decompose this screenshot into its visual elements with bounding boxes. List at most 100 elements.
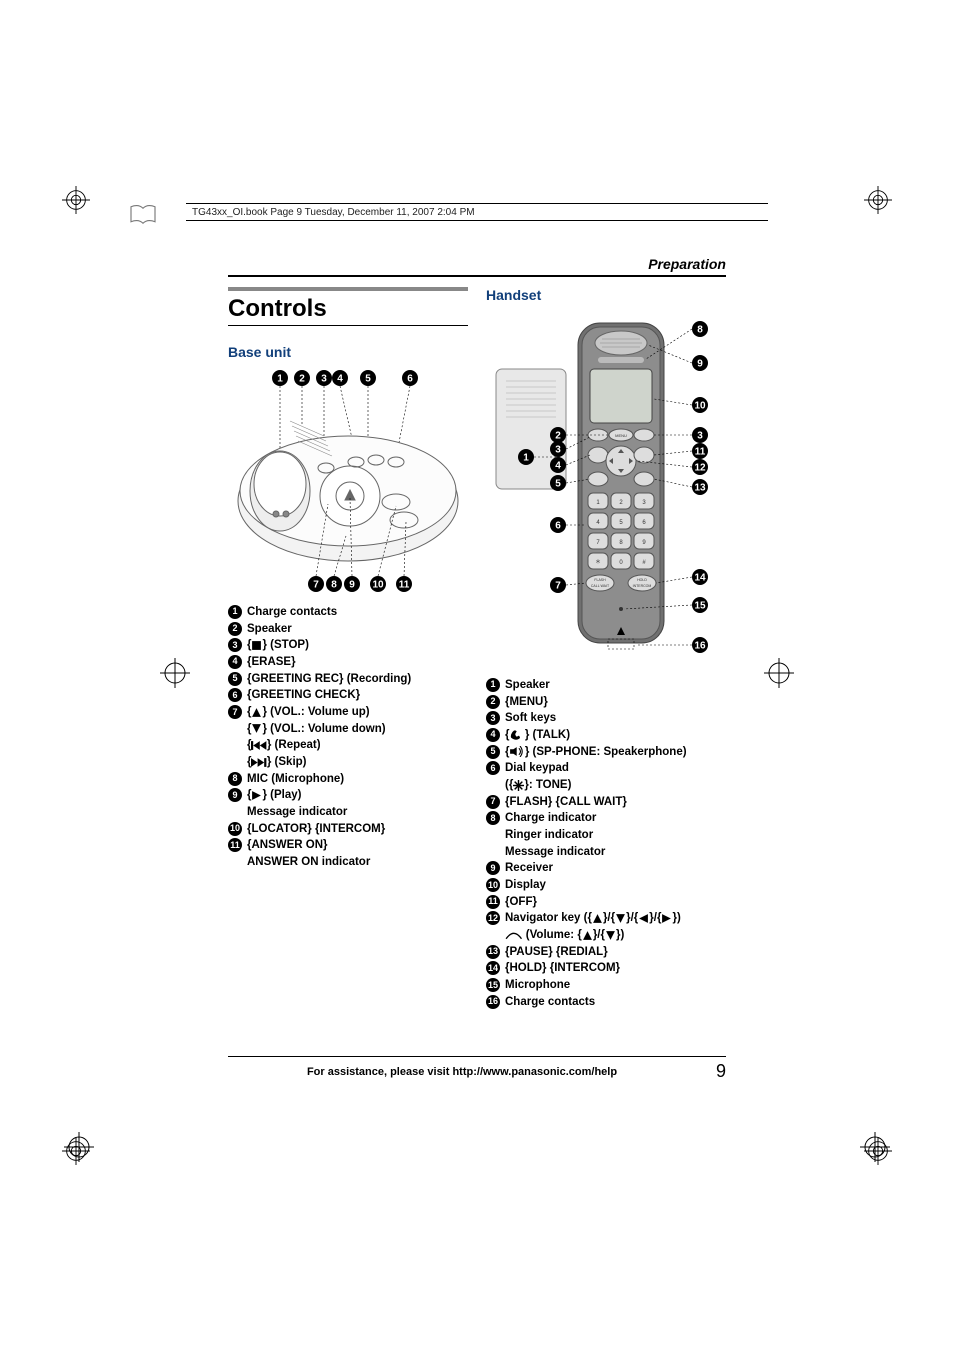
base-unit-item: 9 {} (Play): [228, 787, 468, 804]
svg-text:MENU: MENU: [615, 433, 627, 438]
base-unit-item: 5{GREETING REC} (Recording): [228, 671, 468, 688]
item-number-icon: 9: [486, 861, 500, 875]
base-unit-figure: 1 2 3 4 5 6: [228, 366, 468, 596]
handset-figure: MENU: [486, 309, 726, 669]
reg-mark-left: [160, 658, 190, 688]
svg-text:11: 11: [695, 447, 706, 458]
base-unit-item: 4{ERASE}: [228, 654, 468, 671]
item-number-icon: 7: [228, 705, 242, 719]
item-number-icon: 16: [486, 995, 500, 1009]
handset-item-label: Charge indicator: [505, 810, 726, 827]
item-number-icon: 13: [486, 945, 500, 959]
item-number-icon: 3: [228, 638, 242, 652]
handset-item: 1Speaker: [486, 677, 726, 694]
item-number-icon: 7: [486, 795, 500, 809]
svg-text:CALL WAIT: CALL WAIT: [591, 584, 610, 588]
svg-text:5: 5: [365, 374, 371, 385]
handset-item-label: {FLASH} {CALL WAIT}: [505, 794, 726, 811]
svg-text:8: 8: [697, 325, 703, 336]
svg-text:3: 3: [697, 431, 703, 442]
handset-item-label: ({}: TONE): [505, 777, 726, 794]
reg-mark-bottom-left: [64, 1132, 94, 1162]
svg-text:1: 1: [523, 453, 529, 464]
item-number-icon: 6: [228, 688, 242, 702]
base-unit-item-label: ANSWER ON indicator: [247, 854, 468, 871]
reg-mark-right: [764, 658, 794, 688]
crop-mark-top-left: [62, 186, 90, 214]
handset-item: 4{} (TALK): [486, 727, 726, 744]
base-unit-item-label: {LOCATOR} {INTERCOM}: [247, 821, 468, 838]
book-mark-icon: [128, 200, 158, 230]
footer-text: For assistance, please visit http://www.…: [228, 1066, 696, 1078]
base-unit-item: 3{} (STOP): [228, 637, 468, 654]
handset-item: (Volume: {}/{}): [486, 927, 726, 944]
handset-item: 5{} (SP-PHONE: Speakerphone): [486, 744, 726, 761]
handset-item-label: {MENU}: [505, 694, 726, 711]
svg-text:3: 3: [555, 445, 561, 456]
handset-item: 12Navigator key ({}/{}/{}/{}): [486, 910, 726, 927]
svg-text:HOLD: HOLD: [637, 578, 647, 582]
handset-item: 7 {FLASH} {CALL WAIT}: [486, 794, 726, 811]
crop-mark-top-right: [864, 186, 892, 214]
svg-text:4: 4: [337, 374, 343, 385]
handset-item-label: {OFF}: [505, 894, 726, 911]
footer-page: 9: [696, 1061, 726, 1082]
callout-2: 2: [294, 370, 310, 426]
handset-item: 11{OFF}: [486, 894, 726, 911]
handset-item-label: {HOLD} {INTERCOM}: [505, 960, 726, 977]
item-number-icon: 10: [486, 878, 500, 892]
svg-text:14: 14: [694, 573, 706, 584]
handset-item: 15Microphone: [486, 977, 726, 994]
item-number-icon: 4: [486, 728, 500, 742]
base-unit-item-label: Message indicator: [247, 804, 468, 821]
handset-item: ({}: TONE): [486, 777, 726, 794]
svg-text:9: 9: [697, 359, 703, 370]
header-strip-text: TG43xx_OI.book Page 9 Tuesday, December …: [192, 207, 475, 218]
svg-text:7: 7: [313, 580, 319, 591]
handset-item-label: Message indicator: [505, 844, 726, 861]
handset-heading: Handset: [486, 287, 726, 303]
item-number-icon: 5: [486, 745, 500, 759]
base-unit-item-label: {GREETING CHECK}: [247, 687, 468, 704]
svg-text:13: 13: [694, 483, 706, 494]
svg-text:1: 1: [277, 374, 283, 385]
item-number-icon: 6: [486, 761, 500, 775]
base-unit-item: Message indicator: [228, 804, 468, 821]
svg-text:10: 10: [694, 401, 706, 412]
svg-text:11: 11: [399, 580, 410, 591]
svg-text:9: 9: [349, 580, 355, 591]
item-number-icon: 9: [228, 788, 242, 802]
svg-text:INTERCOM: INTERCOM: [633, 584, 652, 588]
handset-item-label: {PAUSE} {REDIAL}: [505, 944, 726, 961]
base-unit-item-label: {} (Play): [247, 787, 468, 804]
base-unit-item: 8MIC (Microphone): [228, 771, 468, 788]
base-unit-list: 1Charge contacts2Speaker3{} (STOP)4{ERAS…: [228, 604, 468, 871]
page-header-strip: TG43xx_OI.book Page 9 Tuesday, December …: [186, 203, 768, 221]
svg-text:6: 6: [555, 521, 561, 532]
svg-text:8: 8: [331, 580, 337, 591]
base-unit-item: {} (Repeat): [228, 737, 468, 754]
base-unit-item: 10{LOCATOR} {INTERCOM}: [228, 821, 468, 838]
handset-item: Message indicator: [486, 844, 726, 861]
handset-item: 3Soft keys: [486, 710, 726, 727]
handset-item: 2 {MENU}: [486, 694, 726, 711]
item-number-icon: 8: [228, 772, 242, 786]
handset-item-label: (Volume: {}/{}): [505, 927, 726, 944]
svg-text:15: 15: [694, 601, 706, 612]
base-unit-item-label: {} (Skip): [247, 754, 468, 771]
item-number-icon: 15: [486, 978, 500, 992]
svg-text:＊: ＊: [595, 559, 601, 566]
item-number-icon: 2: [486, 695, 500, 709]
base-unit-item-label: {ANSWER ON}: [247, 837, 468, 854]
handset-item-label: Charge contacts: [505, 994, 726, 1011]
handset-item-label: Dial keypad: [505, 760, 726, 777]
svg-text:7: 7: [555, 581, 561, 592]
base-unit-item: 7{} (VOL.: Volume up): [228, 704, 468, 721]
handset-item-label: Receiver: [505, 860, 726, 877]
base-unit-heading: Base unit: [228, 344, 468, 360]
base-unit-item-label: {} (VOL.: Volume down): [247, 721, 468, 738]
handset-item: 13 {PAUSE} {REDIAL}: [486, 944, 726, 961]
base-unit-item-label: {GREETING REC} (Recording): [247, 671, 468, 688]
handset-item-label: Ringer indicator: [505, 827, 726, 844]
handset-item-label: Speaker: [505, 677, 726, 694]
